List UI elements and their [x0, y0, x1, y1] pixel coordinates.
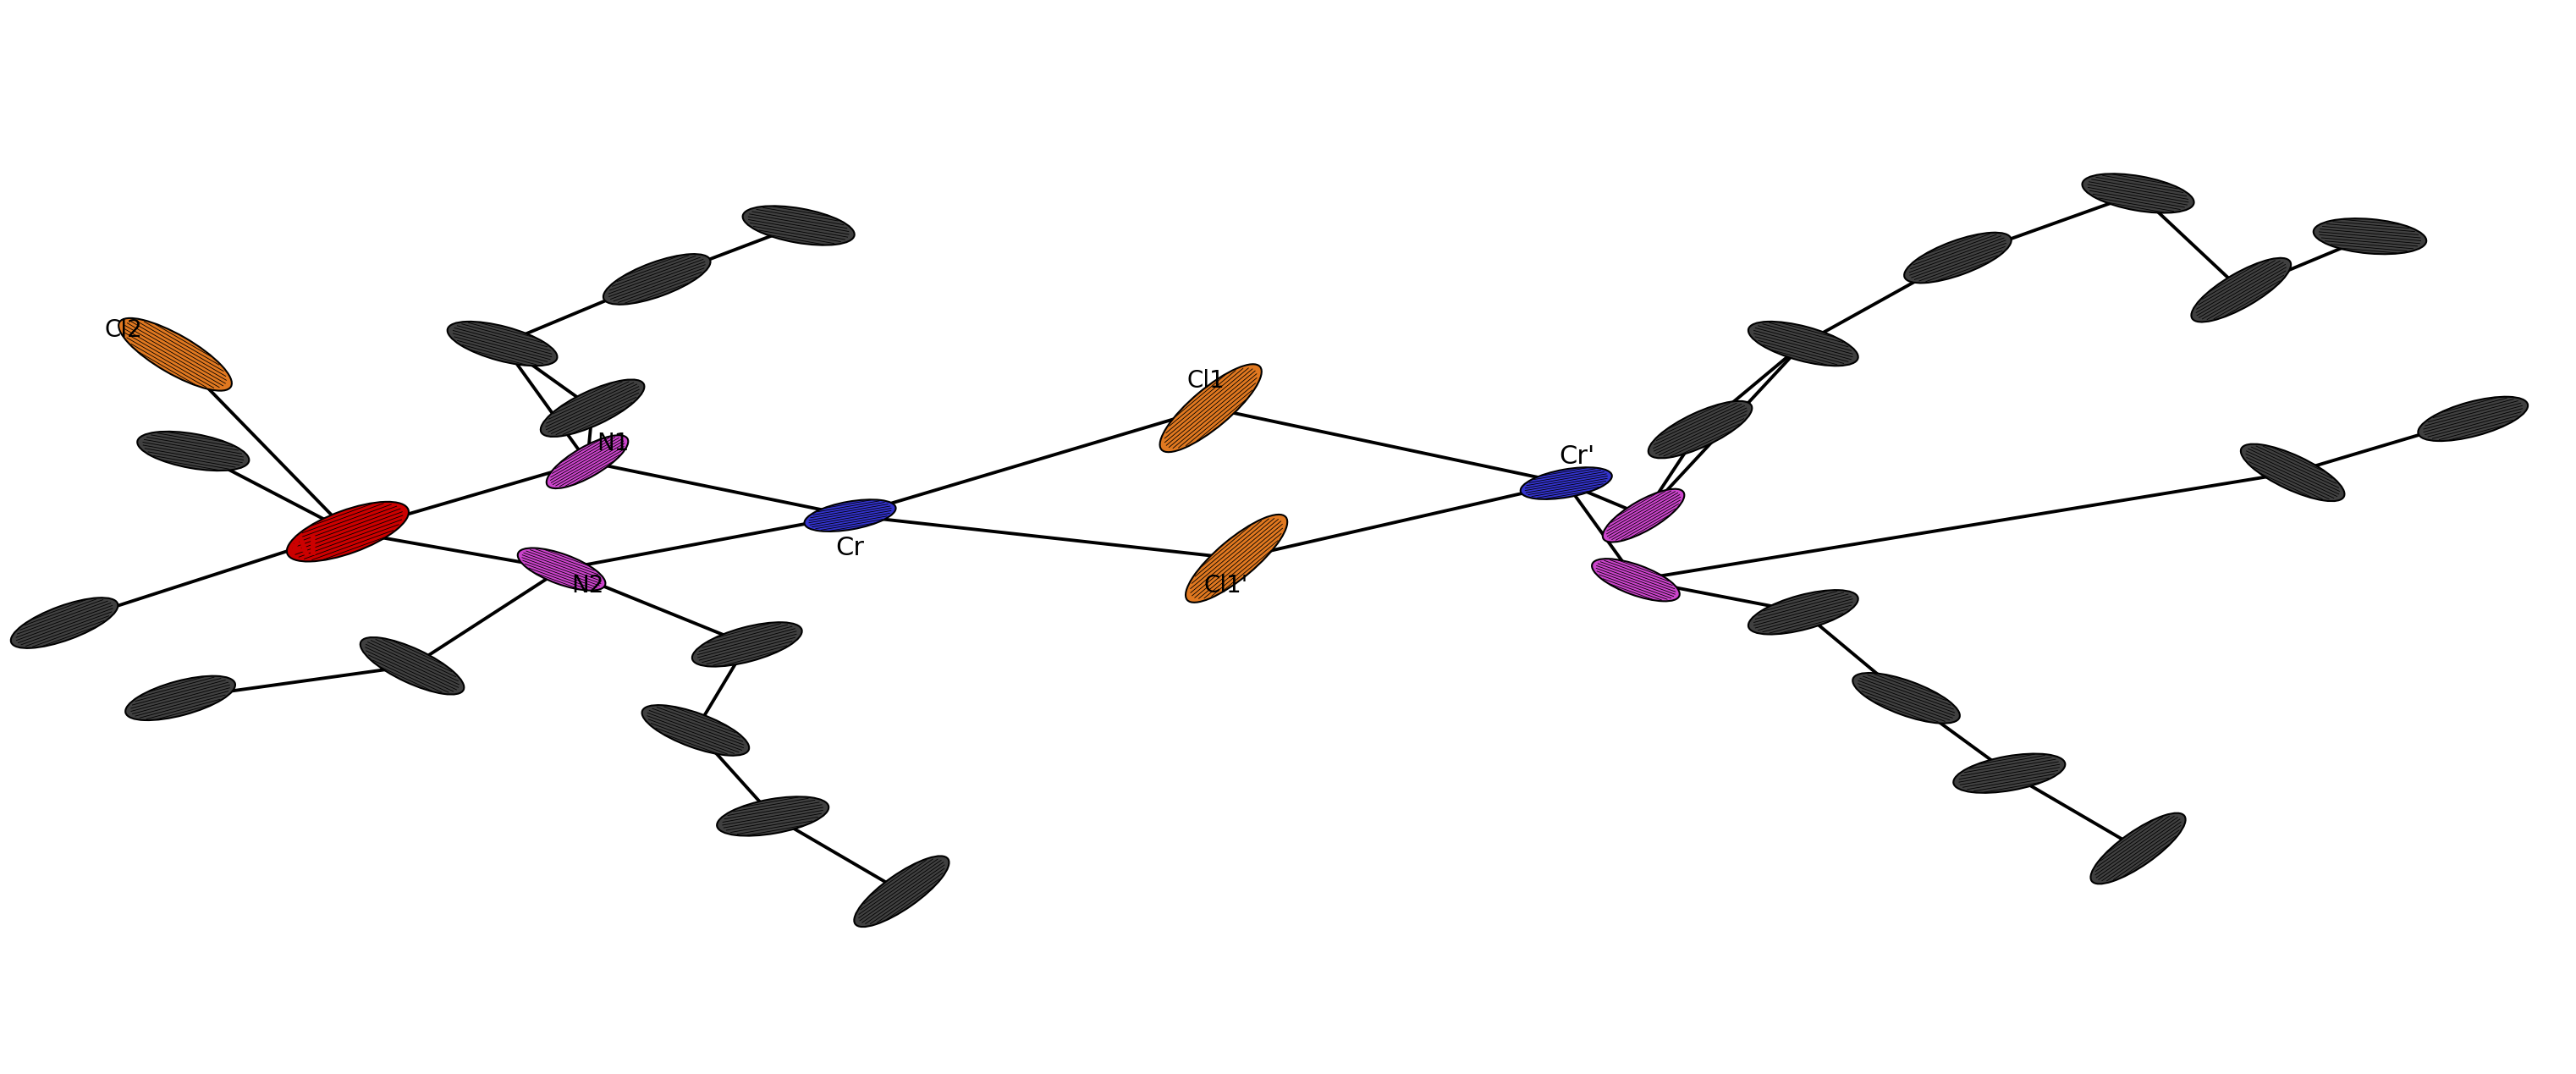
Ellipse shape: [541, 379, 644, 437]
Ellipse shape: [10, 598, 118, 648]
Text: Cr: Cr: [835, 536, 866, 560]
Text: N2: N2: [572, 574, 603, 597]
Ellipse shape: [118, 318, 232, 391]
Ellipse shape: [448, 321, 556, 366]
Ellipse shape: [2313, 218, 2427, 255]
Ellipse shape: [126, 676, 234, 721]
Ellipse shape: [603, 255, 711, 304]
Text: Cr': Cr': [1558, 445, 1595, 468]
Ellipse shape: [742, 206, 855, 245]
Ellipse shape: [518, 548, 605, 591]
Ellipse shape: [716, 797, 829, 836]
Text: Al: Al: [289, 536, 319, 560]
Ellipse shape: [2241, 444, 2344, 502]
Ellipse shape: [1520, 467, 1613, 499]
Ellipse shape: [1602, 489, 1685, 542]
Ellipse shape: [546, 435, 629, 489]
Ellipse shape: [804, 499, 896, 532]
Text: Cl2: Cl2: [106, 318, 142, 342]
Text: N1: N1: [598, 432, 629, 455]
Ellipse shape: [1159, 364, 1262, 452]
Ellipse shape: [1185, 514, 1288, 603]
Ellipse shape: [1649, 401, 1752, 459]
Ellipse shape: [1749, 321, 1857, 366]
Ellipse shape: [137, 432, 250, 470]
Ellipse shape: [855, 856, 948, 927]
Ellipse shape: [1852, 673, 1960, 723]
Ellipse shape: [1749, 590, 1857, 635]
Ellipse shape: [2081, 174, 2195, 213]
Text: Cl1: Cl1: [1188, 369, 1224, 393]
Ellipse shape: [2092, 813, 2184, 884]
Ellipse shape: [641, 706, 750, 755]
Ellipse shape: [2192, 258, 2290, 322]
Ellipse shape: [1953, 754, 2066, 793]
Ellipse shape: [1904, 233, 2012, 282]
Ellipse shape: [361, 637, 464, 695]
Text: Cl1': Cl1': [1203, 574, 1249, 597]
Ellipse shape: [1592, 558, 1680, 601]
Ellipse shape: [2419, 396, 2527, 441]
Ellipse shape: [693, 622, 801, 667]
Ellipse shape: [286, 502, 410, 562]
